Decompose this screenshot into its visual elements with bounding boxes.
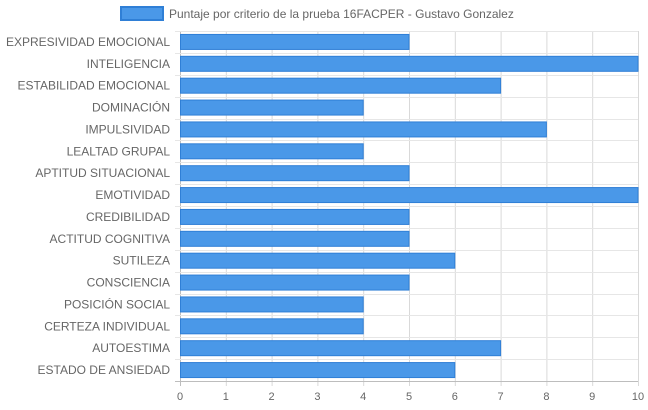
bar [180,362,456,379]
x-tick-label: 9 [589,391,595,403]
category-labels: EXPRESIVIDAD EMOCIONAL INTELIGENCIA ESTABI… [6,35,170,377]
x-tick-label: 8 [543,391,549,403]
x-tick-labels: 0 1 2 3 4 5 6 7 8 9 10 [177,391,644,403]
category-label: POSICIÓN SOCIAL [64,296,170,311]
bar [180,318,364,335]
category-label: EMOTIVIDAD [95,188,170,202]
legend-label: Puntaje por criterio de la prueba 16FACP… [169,7,514,21]
bar [180,33,410,50]
x-tick-label: 4 [360,391,366,403]
bar [180,208,410,225]
category-label: ESTABILIDAD EMOCIONAL [18,79,171,93]
x-tick-label: 7 [498,391,504,403]
category-label: LEALTAD GRUPAL [67,144,171,158]
bar [180,340,502,357]
x-tick-label: 0 [177,391,183,403]
category-label: INTELIGENCIA [87,57,170,71]
category-label: APTITUD SITUACIONAL [35,166,170,180]
category-label: SUTILEZA [113,254,170,268]
bar [180,77,502,94]
category-label: DOMINACIÓN [92,100,170,115]
category-label: IMPULSIVIDAD [85,122,170,136]
category-label: CONSCIENCIA [87,276,170,290]
category-label: CREDIBILIDAD [86,210,170,224]
category-label: AUTOESTIMA [92,341,170,355]
x-tick-label: 3 [314,391,320,403]
bar [180,187,639,204]
bar [180,274,410,291]
category-label: EXPRESIVIDAD EMOCIONAL [6,35,170,49]
x-tick-label: 1 [223,391,229,403]
bar [180,252,456,269]
bar [180,296,364,313]
bar [180,165,410,182]
x-tick-label: 6 [452,391,458,403]
legend-swatch [120,6,164,21]
bars [180,33,639,379]
x-tick-label: 5 [406,391,412,403]
bar [180,99,364,116]
category-label: ACTITUD COGNITIVA [50,232,170,246]
category-label: ESTADO DE ANSIEDAD [38,363,171,377]
x-tick-label: 10 [632,391,644,403]
bar [180,230,410,247]
bar [180,143,364,160]
legend[interactable]: Puntaje por criterio de la prueba 16FACP… [120,6,514,21]
bar [180,55,639,72]
bar [180,121,547,138]
x-tick-label: 2 [269,391,275,403]
category-label: CERTEZA INDIVIDUAL [44,319,170,333]
